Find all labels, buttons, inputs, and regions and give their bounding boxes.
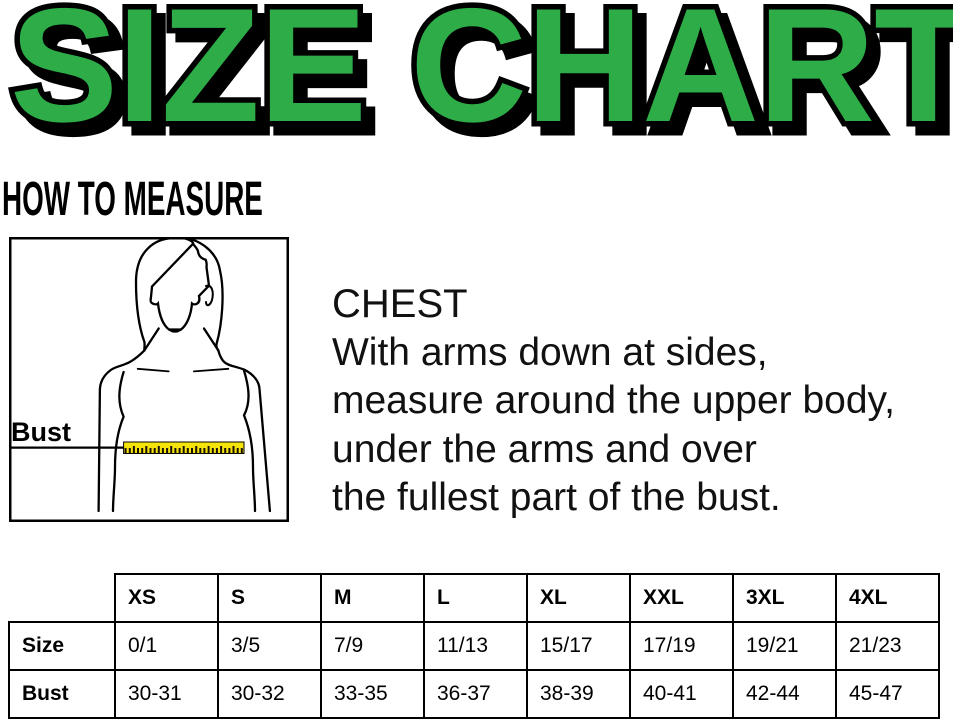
svg-text:SIZE CHART: SIZE CHART — [10, 0, 953, 142]
svg-text:Bust: Bust — [11, 417, 71, 447]
